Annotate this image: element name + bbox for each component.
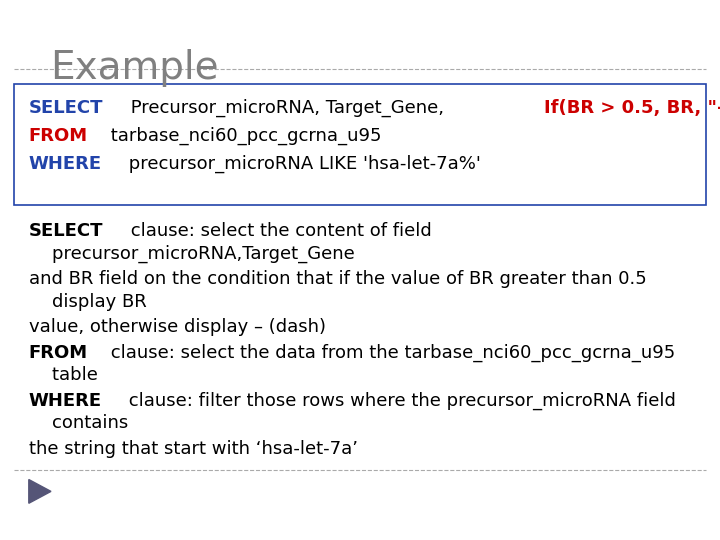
- Text: SELECT: SELECT: [29, 99, 103, 117]
- Text: WHERE: WHERE: [29, 392, 102, 410]
- Text: precursor_microRNA,Target_Gene: precursor_microRNA,Target_Gene: [29, 245, 354, 263]
- Text: clause: select the content of field: clause: select the content of field: [125, 222, 432, 240]
- Text: clause: filter those rows where the precursor_microRNA field: clause: filter those rows where the prec…: [123, 392, 676, 410]
- Text: the string that start with ‘hsa-let-7a’: the string that start with ‘hsa-let-7a’: [29, 440, 358, 458]
- Text: display BR: display BR: [29, 293, 147, 311]
- Text: table: table: [29, 366, 98, 384]
- Text: If(BR > 0.5, BR, "-" ): If(BR > 0.5, BR, "-" ): [544, 99, 720, 117]
- Text: FROM: FROM: [29, 343, 88, 362]
- Text: SELECT: SELECT: [29, 222, 103, 240]
- Text: precursor_microRNA LIKE 'hsa-let-7a%': precursor_microRNA LIKE 'hsa-let-7a%': [123, 155, 481, 173]
- Text: Example: Example: [50, 49, 219, 86]
- Text: tarbase_nci60_pcc_gcrna_u95: tarbase_nci60_pcc_gcrna_u95: [105, 127, 382, 145]
- Text: clause: select the data from the tarbase_nci60_pcc_gcrna_u95: clause: select the data from the tarbase…: [105, 343, 675, 362]
- Polygon shape: [29, 480, 51, 503]
- Text: Precursor_microRNA, Target_Gene,: Precursor_microRNA, Target_Gene,: [125, 99, 450, 117]
- Text: value, otherwise display – (dash): value, otherwise display – (dash): [29, 318, 325, 336]
- Text: WHERE: WHERE: [29, 155, 102, 173]
- Text: and BR field on the condition that if the value of BR greater than 0.5: and BR field on the condition that if th…: [29, 270, 647, 288]
- FancyBboxPatch shape: [14, 84, 706, 205]
- Text: FROM: FROM: [29, 127, 88, 145]
- Text: contains: contains: [29, 414, 128, 433]
